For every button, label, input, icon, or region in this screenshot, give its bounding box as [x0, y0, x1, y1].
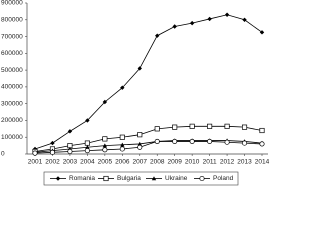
x-tick-label: 2013: [237, 159, 252, 166]
marker: [84, 140, 90, 146]
series-line: [34, 140, 263, 153]
chart: 0 100000 200000 300000 400000 500000 600000 700…: [1, 0, 270, 186]
marker: [189, 20, 195, 26]
marker: [172, 24, 177, 29]
y-tick-label: 100000: [1, 134, 23, 141]
marker: [102, 136, 108, 142]
marker: [151, 176, 157, 181]
marker: [172, 138, 178, 144]
legend-label: Romania: [69, 175, 95, 182]
y-tick-label: 600000: [1, 50, 23, 57]
marker: [241, 140, 248, 146]
marker: [224, 123, 230, 129]
series-line: [34, 141, 263, 154]
marker: [154, 126, 160, 132]
marker: [49, 149, 56, 155]
marker: [224, 139, 230, 145]
marker: [103, 175, 109, 182]
legend-label: Poland: [213, 175, 234, 182]
marker: [32, 150, 38, 156]
marker: [224, 12, 230, 17]
marker: [154, 138, 160, 144]
legend-label: Bulgaria: [117, 175, 141, 182]
marker: [137, 141, 142, 146]
y-tick-label: 400000: [1, 84, 23, 91]
x-tick-label: 2010: [185, 159, 200, 166]
marker: [119, 146, 125, 152]
x-tick-label: 2006: [115, 159, 130, 166]
marker: [102, 147, 108, 153]
marker: [137, 66, 142, 71]
marker: [189, 123, 195, 129]
y-tick-label: 200000: [1, 117, 23, 124]
marker: [259, 30, 265, 35]
marker: [207, 123, 213, 129]
marker: [102, 143, 108, 148]
marker: [172, 124, 178, 130]
y-tick-label: 0: [1, 151, 5, 158]
x-tick-label: 2001: [28, 159, 43, 166]
x-tick-label: 2003: [63, 159, 78, 166]
x-tick-label: 2012: [220, 159, 235, 166]
marker: [120, 85, 125, 90]
series-line: [34, 14, 263, 150]
x-tick-label: 2007: [133, 159, 148, 166]
marker: [85, 145, 90, 150]
x-tick-label: 2005: [98, 159, 113, 166]
x-tick-label: 2011: [203, 159, 217, 166]
marker: [189, 138, 195, 144]
marker: [137, 144, 143, 150]
x-tick-label: 2002: [45, 159, 60, 166]
marker: [241, 124, 248, 130]
marker: [55, 176, 61, 181]
legend-box: [43, 171, 239, 186]
marker: [120, 142, 125, 147]
marker: [84, 148, 90, 154]
marker: [85, 118, 90, 123]
marker: [207, 16, 212, 22]
marker: [137, 132, 143, 138]
y-tick-label: 700000: [1, 33, 23, 40]
marker: [259, 127, 265, 134]
y-tick-label: 300000: [1, 100, 23, 107]
marker: [67, 129, 73, 134]
marker: [199, 175, 205, 182]
x-tick-label: 2004: [80, 159, 95, 166]
marker: [242, 17, 247, 22]
marker: [119, 134, 125, 140]
x-tick-label: 2009: [167, 159, 182, 166]
marker: [155, 33, 160, 38]
marker: [67, 148, 73, 155]
y-tick-label: 500000: [1, 67, 23, 74]
series-line: [34, 125, 263, 152]
marker: [102, 99, 108, 105]
marker: [207, 138, 213, 144]
marker: [259, 141, 265, 147]
x-tick-label: 2014: [255, 159, 270, 166]
y-tick-label: 800000: [1, 16, 23, 23]
legend-label: Ukraine: [165, 175, 188, 182]
marker: [50, 140, 55, 146]
x-tick-label: 2008: [150, 159, 165, 166]
y-tick-label: 900000: [1, 0, 23, 7]
